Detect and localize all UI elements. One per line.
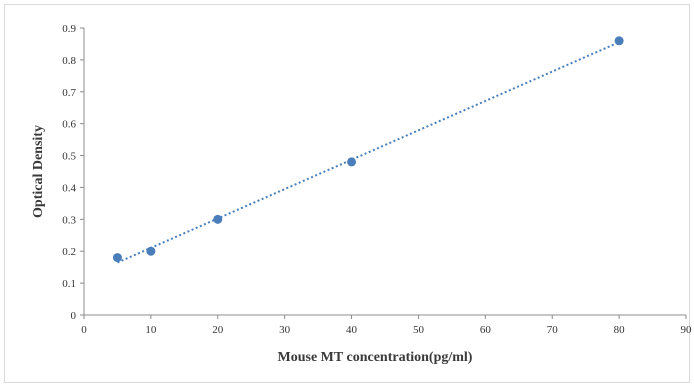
chart-frame: [4, 4, 690, 383]
data-point: [347, 157, 357, 167]
x-tick-label: 40: [346, 324, 358, 336]
x-tick-label: 10: [145, 324, 157, 336]
trendline: [117, 41, 620, 264]
x-tick-label: 20: [212, 324, 224, 336]
data-point: [112, 253, 122, 263]
y-tick-label: 0.3: [62, 214, 76, 226]
data-point: [614, 36, 624, 46]
trendline-layer: [117, 41, 620, 264]
x-tick-label: 70: [547, 324, 559, 336]
x-tick-label: 60: [480, 324, 492, 336]
y-tick-label: 0.5: [62, 151, 76, 163]
y-tick-label: 0: [71, 310, 77, 322]
y-axis-title: Optical Density: [31, 125, 46, 218]
data-points: [112, 36, 624, 263]
data-point: [213, 214, 223, 224]
x-tick-label: 50: [413, 324, 425, 336]
x-tick-label: 30: [279, 324, 291, 336]
y-tick-label: 0.8: [62, 55, 76, 67]
y-tick-label: 0.4: [62, 182, 76, 194]
data-point: [146, 246, 156, 256]
y-tick-label: 0.9: [62, 23, 76, 35]
x-tick-label: 80: [614, 324, 626, 336]
x-tick-label: 0: [81, 324, 87, 336]
axes: 0 0.1 0.2 0.3 0.4 0.5 0.6 0.7 0.8 0.9 0 10 20 30 40 50 6…: [62, 23, 692, 336]
y-tick-label: 0.7: [62, 87, 76, 99]
x-axis-title: Mouse MT concentration(pg/ml): [278, 350, 473, 365]
x-tick-label: 90: [681, 324, 693, 336]
y-tick-label: 0.2: [62, 246, 76, 258]
y-tick-label: 0.6: [62, 119, 76, 131]
y-tick-label: 0.1: [62, 278, 76, 290]
